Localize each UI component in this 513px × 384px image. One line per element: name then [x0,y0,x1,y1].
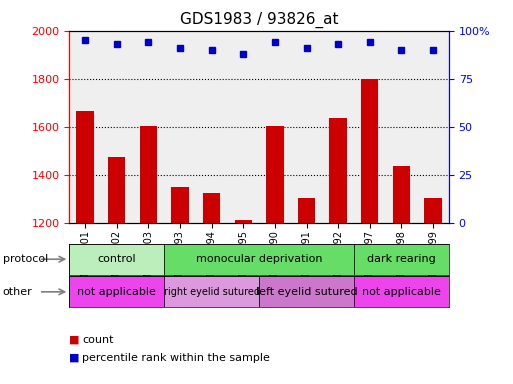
Bar [386,31,417,223]
Bar [298,197,315,223]
Bar [69,276,164,307]
Bar [164,244,354,275]
Bar [424,197,442,223]
Text: protocol: protocol [3,254,48,264]
Text: not applicable: not applicable [362,287,441,297]
Bar [69,31,101,223]
Bar [417,31,449,223]
Bar [322,31,354,223]
Text: left eyelid sutured: left eyelid sutured [255,287,358,297]
Text: dark rearing: dark rearing [367,254,436,264]
Text: right eyelid sutured: right eyelid sutured [164,287,260,297]
Bar [393,166,410,223]
Text: count: count [82,335,113,345]
Bar [76,111,94,223]
Bar [140,126,157,223]
Title: GDS1983 / 93826_at: GDS1983 / 93826_at [180,12,338,28]
Bar [101,31,132,223]
Text: not applicable: not applicable [77,287,156,297]
Bar [132,31,164,223]
Bar [329,118,347,223]
Bar [259,276,354,307]
Text: ■: ■ [69,353,80,363]
Bar [164,31,196,223]
Bar [354,31,386,223]
Bar [354,244,449,275]
Bar [266,126,284,223]
Bar [171,187,189,223]
Text: percentile rank within the sample: percentile rank within the sample [82,353,270,363]
Text: other: other [3,287,32,297]
Text: monocular deprivation: monocular deprivation [196,254,322,264]
Bar [291,31,322,223]
Bar [108,157,125,223]
Bar [259,31,291,223]
Bar [354,276,449,307]
Text: control: control [97,254,136,264]
Bar [234,220,252,223]
Bar [69,244,164,275]
Bar [203,193,220,223]
Text: ■: ■ [69,335,80,345]
Bar [196,31,227,223]
Bar [227,31,259,223]
Bar [361,79,379,223]
Bar [164,276,259,307]
